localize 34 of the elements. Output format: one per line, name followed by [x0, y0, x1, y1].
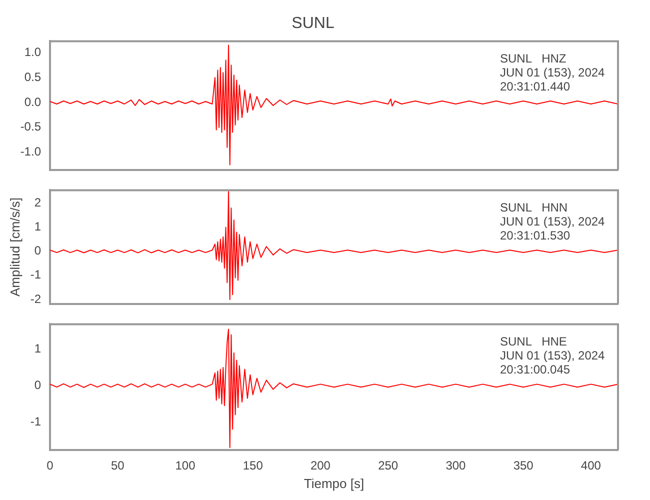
x-tick-label: 300 — [446, 458, 466, 473]
y-tick-label: -0.5 — [20, 120, 42, 134]
y-tick-label: 1 — [34, 342, 42, 356]
y-tick-label: 0 — [34, 244, 42, 258]
y-tick-label: -1 — [30, 268, 42, 282]
x-tick-label: 100 — [175, 458, 196, 473]
x-tick-label: 250 — [378, 458, 398, 473]
annotation: JUN 01 (153), 2024 — [500, 214, 606, 229]
chart-title: SUNL — [292, 15, 334, 32]
annotation: SUNL HNZ — [500, 52, 566, 66]
y-tick-label: 1 — [34, 220, 42, 234]
y-tick-label: -1 — [30, 414, 42, 428]
y-tick-label: 2 — [34, 196, 42, 210]
x-tick-label: 200 — [310, 458, 331, 473]
y-axis-title: Amplitud [cm/s/s] — [7, 198, 22, 296]
y-tick-label: 0.5 — [24, 70, 42, 84]
annotation: SUNL HNN — [500, 200, 568, 215]
y-tick-label: 0.0 — [24, 94, 42, 109]
x-tick-label: 150 — [242, 458, 264, 473]
x-tick-label: 0 — [46, 458, 54, 473]
y-tick-label: 0 — [34, 378, 42, 392]
x-axis-title: Tiempo [s] — [304, 476, 364, 491]
x-tick-label: 350 — [513, 458, 534, 473]
annotation: 20:31:01.530 — [500, 228, 570, 243]
x-tick-label: 50 — [110, 458, 125, 473]
x-tick-label: 400 — [580, 458, 602, 473]
annotation: JUN 01 (153), 2024 — [500, 348, 606, 363]
y-tick-label: -1.0 — [20, 144, 42, 159]
annotation: 20:31:00.045 — [500, 362, 570, 377]
annotation: JUN 01 (153), 2024 — [500, 66, 606, 80]
y-tick-label: -2 — [30, 292, 42, 306]
y-tick-label: 1.0 — [24, 44, 42, 59]
annotation: SUNL HNE — [500, 334, 567, 349]
annotation: 20:31:01.440 — [500, 80, 570, 94]
